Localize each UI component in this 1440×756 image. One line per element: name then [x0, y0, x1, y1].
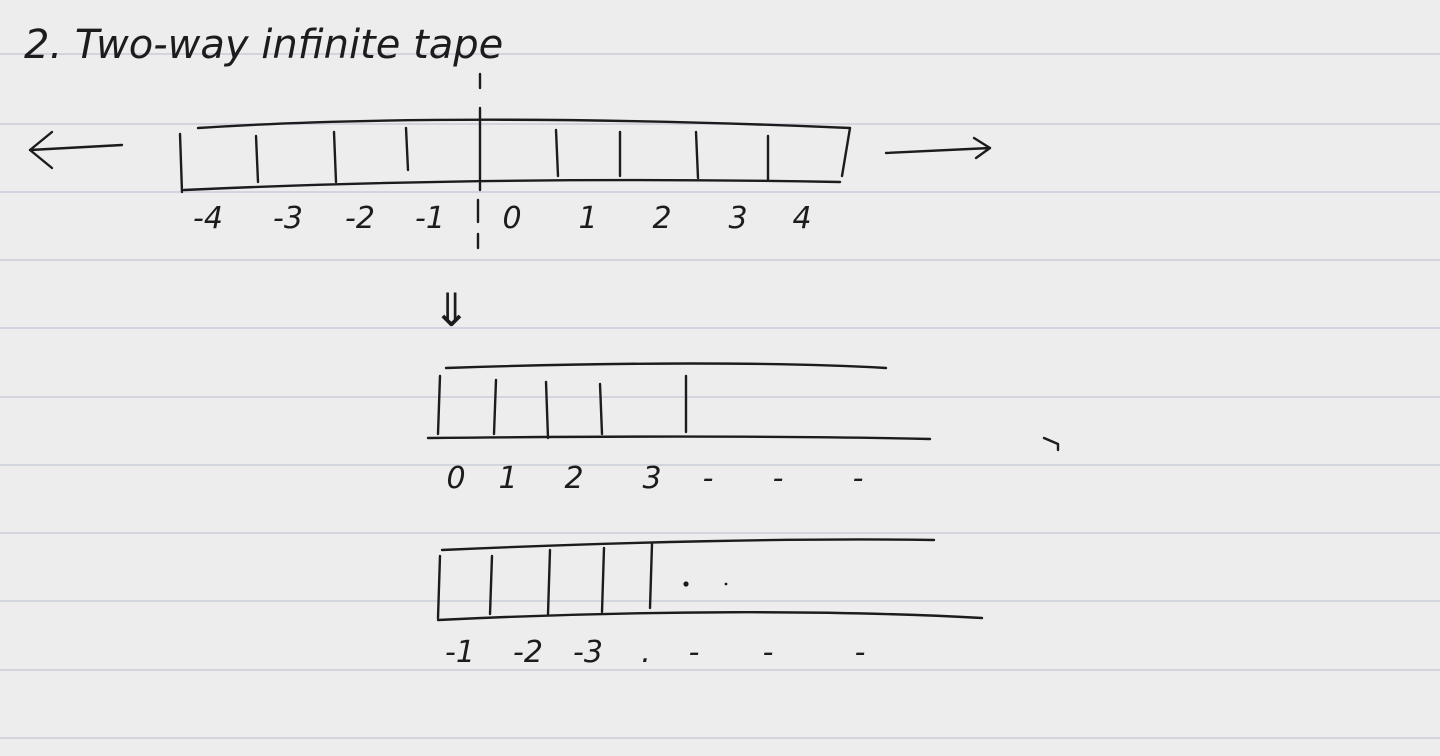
left-tape-index-label: -: [689, 635, 700, 670]
left-tape-index-label: -3: [573, 635, 603, 670]
tape-index-label: 4: [792, 201, 811, 236]
tape-index-label: -2: [345, 201, 375, 236]
tape-bottom-edge: [182, 178, 842, 192]
double-down-arrow-icon: ⇓: [432, 283, 471, 337]
right-arrow-shaft: [884, 146, 992, 155]
tape-index-label: -3: [273, 201, 303, 236]
right-tape-index-label: 3: [642, 461, 661, 496]
right-tape-index-label: -: [773, 461, 784, 496]
left-arrow-head: [28, 130, 54, 170]
left-tape-index-labels: -1 -2 -3. - - -: [445, 635, 865, 670]
right-tape-index-label: 2: [564, 461, 583, 496]
notebook-rules: [0, 53, 1440, 739]
left-tape-index-label: -2: [513, 635, 543, 670]
right-arrow-head: [972, 136, 992, 160]
two-way-tape: -4 -3 -2 -1 0 1 2 3 4: [28, 72, 992, 250]
left-half-tape: -1 -2 -3. - - -: [436, 538, 984, 670]
tape-index-label: 3: [728, 201, 747, 236]
left-arrow-shaft: [28, 143, 124, 152]
left-tape-index-label: -: [855, 635, 866, 670]
right-tape-index-label: 1: [498, 461, 517, 496]
tape-top-edge: [196, 118, 852, 130]
tape-index-label: -1: [415, 201, 445, 236]
left-tape-index-label: .: [641, 635, 651, 670]
right-tape-index-label: -: [853, 461, 864, 496]
right-tape-index-label: -: [703, 461, 714, 496]
page-title: 2. Two-way infinite tape: [24, 22, 503, 68]
tape-index-label: 0: [502, 201, 521, 236]
tape-index-label: -4: [193, 201, 223, 236]
tape-index-labels: -4 -3 -2 -1 0 1 2 3 4: [193, 201, 812, 236]
tape-index-label: 1: [578, 201, 597, 236]
right-tape-index-label: 0: [446, 461, 465, 496]
left-tape-index-label: -1: [445, 635, 475, 670]
left-tape-index-label: -: [763, 635, 774, 670]
tape-index-label: 2: [652, 201, 671, 236]
